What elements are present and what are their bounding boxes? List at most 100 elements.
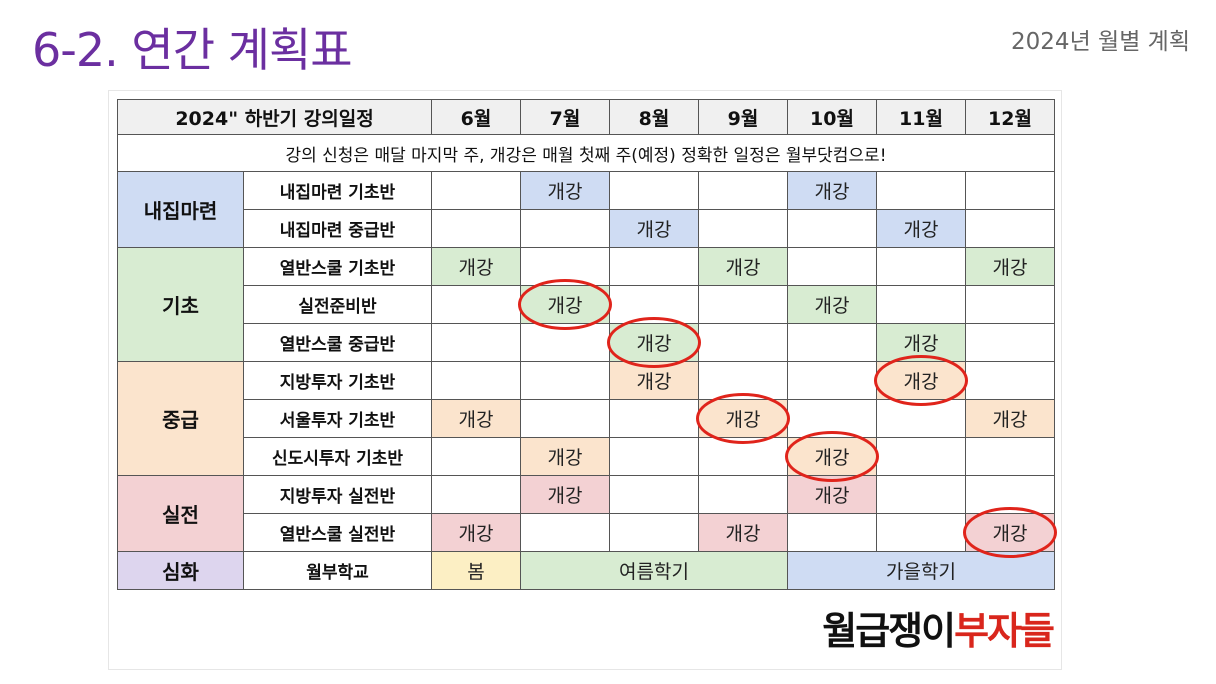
schedule-cell: 개강 bbox=[698, 513, 788, 552]
schedule-cell bbox=[609, 171, 699, 210]
schedule-cell: 개강 bbox=[787, 475, 877, 514]
schedule-cell bbox=[520, 399, 610, 438]
schedule-cell: 개강 bbox=[609, 209, 699, 248]
month-header: 7월 bbox=[520, 99, 610, 135]
schedule-cell bbox=[431, 209, 521, 248]
header-label: 2024" 하반기 강의일정 bbox=[117, 99, 432, 135]
brand-logo: 월급쟁이부자들 bbox=[822, 600, 1055, 655]
category-label: 중급 bbox=[117, 361, 244, 476]
schedule-cell: 개강 bbox=[609, 323, 699, 362]
course-name: 서울투자 기초반 bbox=[243, 399, 432, 438]
course-row: 열반스쿨 실전반 개강 개강 개강 bbox=[118, 513, 1055, 552]
schedule-cell bbox=[876, 475, 966, 514]
schedule-cell bbox=[520, 361, 610, 400]
schedule-cell bbox=[698, 209, 788, 248]
course-row: 실전 지방투자 실전반 개강 개강 bbox=[117, 475, 1055, 552]
category-label: 기초 bbox=[117, 247, 244, 362]
schedule-cell bbox=[876, 513, 966, 552]
schedule-cell: 개강 bbox=[520, 171, 610, 210]
schedule-cell bbox=[609, 285, 699, 324]
schedule-cell bbox=[876, 247, 966, 286]
schedule-cell: 개강 bbox=[431, 399, 521, 438]
schedule-cell bbox=[965, 285, 1055, 324]
schedule-cell bbox=[520, 209, 610, 248]
advanced-row: 심화 월부학교 봄 여름학기 가을학기 bbox=[117, 551, 1055, 590]
schedule-cell: 개강 bbox=[876, 209, 966, 248]
schedule-cell bbox=[609, 399, 699, 438]
schedule-cell bbox=[965, 437, 1055, 476]
category-label: 내집마련 bbox=[117, 171, 244, 248]
course-row: 실전준비반 개강 개강 bbox=[118, 285, 1055, 324]
brand-part2: 부자들 bbox=[954, 609, 1055, 653]
course-name: 지방투자 기초반 bbox=[243, 361, 432, 400]
schedule-cell: 개강 bbox=[787, 437, 877, 476]
course-name: 열반스쿨 실전반 bbox=[243, 513, 432, 552]
course-name: 실전준비반 bbox=[243, 285, 432, 324]
schedule-cell: 개강 bbox=[520, 285, 610, 324]
notice-row: 강의 신청은 매달 마지막 주, 개강은 매월 첫째 주(예정) 정확한 일정은… bbox=[117, 134, 1055, 172]
schedule-cell: 개강 bbox=[965, 513, 1055, 552]
schedule-table: 2024" 하반기 강의일정 6월 7월 8월 9월 10월 11월 12월 강의 신청은 매달… bbox=[117, 99, 1055, 590]
course-name: 내집마련 기초반 bbox=[243, 171, 432, 210]
month-header: 9월 bbox=[698, 99, 788, 135]
month-header: 6월 bbox=[431, 99, 521, 135]
course-row: 서울투자 기초반 개강 개강 개강 bbox=[118, 399, 1055, 438]
schedule-cell bbox=[876, 171, 966, 210]
schedule-cell bbox=[965, 171, 1055, 210]
schedule-cell bbox=[698, 475, 788, 514]
schedule-cell bbox=[965, 209, 1055, 248]
schedule-cell bbox=[965, 361, 1055, 400]
schedule-cell bbox=[965, 475, 1055, 514]
course-row: 열반스쿨 중급반 개강 개강 bbox=[118, 323, 1055, 362]
schedule-cell bbox=[965, 323, 1055, 362]
schedule-cell: 개강 bbox=[876, 361, 966, 400]
schedule-cell bbox=[609, 247, 699, 286]
schedule-cell: 개강 bbox=[520, 437, 610, 476]
schedule-cell bbox=[520, 513, 610, 552]
header-row: 2024" 하반기 강의일정 6월 7월 8월 9월 10월 11월 12월 bbox=[117, 99, 1055, 135]
month-header: 10월 bbox=[787, 99, 877, 135]
notice-text: 강의 신청은 매달 마지막 주, 개강은 매월 첫째 주(예정) 정확한 일정은… bbox=[117, 134, 1055, 172]
schedule-cell bbox=[431, 475, 521, 514]
page-title: 6-2. 연간 계획표 bbox=[32, 23, 353, 77]
schedule-cell bbox=[431, 361, 521, 400]
schedule-cell: 개강 bbox=[431, 513, 521, 552]
schedule-cell: 개강 bbox=[787, 285, 877, 324]
schedule-cell bbox=[698, 285, 788, 324]
season-cell: 가을학기 bbox=[787, 551, 1055, 590]
schedule-cell: 개강 bbox=[698, 399, 788, 438]
course-name: 열반스쿨 기초반 bbox=[243, 247, 432, 286]
schedule-cell: 개강 bbox=[965, 247, 1055, 286]
schedule-cell bbox=[787, 361, 877, 400]
schedule-cell bbox=[431, 437, 521, 476]
schedule-cell: 개강 bbox=[787, 171, 877, 210]
schedule-cell: 개강 bbox=[876, 323, 966, 362]
page-subtitle: 2024년 월별 계획 bbox=[1011, 29, 1190, 55]
category-label: 심화 bbox=[117, 551, 244, 590]
category-label: 실전 bbox=[117, 475, 244, 552]
course-row: 내집마련 중급반 개강 개강 bbox=[118, 209, 1055, 248]
course-row: 신도시투자 기초반 개강 개강 bbox=[118, 437, 1055, 476]
schedule-cell bbox=[431, 171, 521, 210]
schedule-cell bbox=[698, 171, 788, 210]
course-name: 열반스쿨 중급반 bbox=[243, 323, 432, 362]
course-name: 신도시투자 기초반 bbox=[243, 437, 432, 476]
schedule-cell bbox=[876, 437, 966, 476]
schedule-cell bbox=[520, 323, 610, 362]
season-cell: 여름학기 bbox=[520, 551, 788, 590]
schedule-cell bbox=[609, 437, 699, 476]
schedule-cell bbox=[698, 323, 788, 362]
schedule-cell: 개강 bbox=[520, 475, 610, 514]
month-header: 8월 bbox=[609, 99, 699, 135]
schedule-cell: 개강 bbox=[431, 247, 521, 286]
schedule-cell bbox=[787, 513, 877, 552]
brand-part1: 월급쟁이 bbox=[822, 609, 956, 653]
course-name: 월부학교 bbox=[243, 551, 432, 590]
season-cell: 봄 bbox=[431, 551, 521, 590]
schedule-cell bbox=[876, 399, 966, 438]
schedule-cell bbox=[431, 323, 521, 362]
course-name: 내집마련 중급반 bbox=[243, 209, 432, 248]
course-row: 내집마련 내집마련 기초반 개강 개강 bbox=[117, 171, 1055, 248]
course-row: 중급 지방투자 기초반 개강 개강 bbox=[117, 361, 1055, 476]
schedule-cell: 개강 bbox=[609, 361, 699, 400]
